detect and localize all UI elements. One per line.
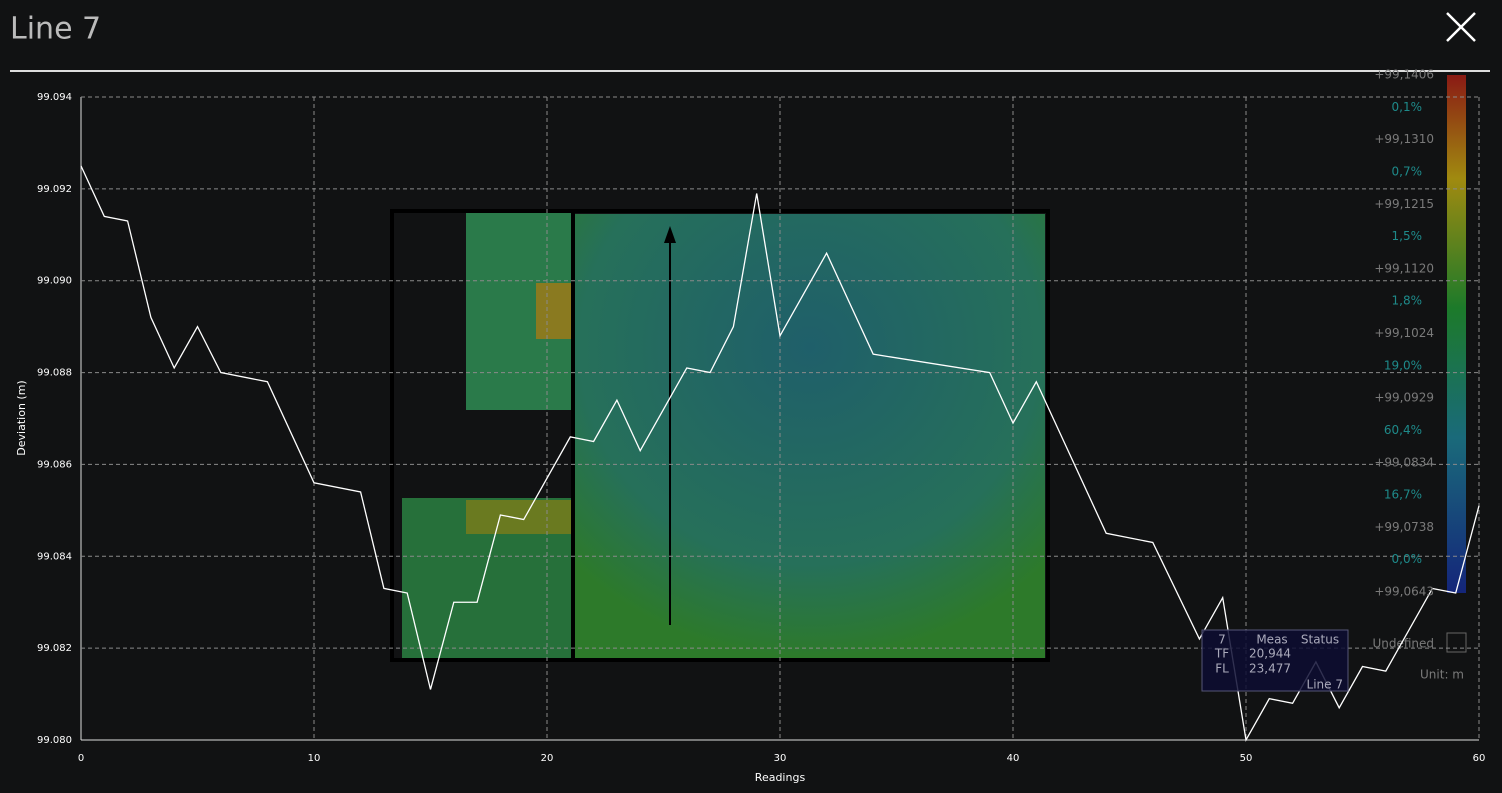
close-button[interactable] bbox=[1446, 12, 1476, 42]
x-tick-label: 50 bbox=[1240, 753, 1253, 764]
heatmap bbox=[390, 209, 1050, 662]
title: Line 7 bbox=[10, 12, 101, 47]
info-box: 7 Meas Status TF 20,944 FL 23,477 Line 7 bbox=[1201, 629, 1349, 692]
scale-level: +99,1215 bbox=[1374, 197, 1434, 211]
info-key: FL bbox=[1215, 662, 1229, 676]
scale-level: +99,0738 bbox=[1374, 520, 1434, 534]
scale-level: +99,1406 bbox=[1374, 68, 1434, 82]
info-id: 7 bbox=[1218, 633, 1226, 647]
scale-percent: 60,4% bbox=[1384, 423, 1422, 437]
y-axis-label: Deviation (m) bbox=[15, 380, 28, 455]
scale-percent: 16,7% bbox=[1384, 488, 1422, 502]
x-axis-label: Readings bbox=[755, 771, 806, 784]
scale-percent: 0,0% bbox=[1392, 552, 1423, 566]
scale-percent: 1,5% bbox=[1392, 229, 1423, 243]
scale-percent: 19,0% bbox=[1384, 358, 1422, 372]
info-value: 20,944 bbox=[1249, 647, 1291, 661]
color-bar bbox=[1447, 75, 1466, 593]
x-tick-label: 0 bbox=[78, 753, 84, 764]
y-tick-label: 99.084 bbox=[37, 551, 72, 562]
scale-percent: 0,7% bbox=[1392, 164, 1423, 178]
y-tick-label: 99.094 bbox=[37, 92, 72, 103]
x-tick-label: 30 bbox=[774, 753, 787, 764]
scale-percent: 1,8% bbox=[1392, 294, 1423, 308]
scale-level: +99,1024 bbox=[1374, 326, 1434, 340]
x-tick-label: 20 bbox=[541, 753, 554, 764]
scale-level: +99,0929 bbox=[1374, 391, 1434, 405]
data-line bbox=[80, 165, 1480, 742]
scale-percent: 0,1% bbox=[1392, 100, 1423, 114]
undefined-label: Undefined bbox=[1372, 637, 1434, 651]
info-footer: Line 7 bbox=[1307, 678, 1343, 692]
info-header: Status bbox=[1301, 633, 1339, 647]
info-value: 23,477 bbox=[1249, 662, 1291, 676]
y-tick-label: 99.092 bbox=[37, 184, 72, 195]
info-header: Meas bbox=[1256, 633, 1287, 647]
x-tick-label: 10 bbox=[308, 753, 321, 764]
info-key: TF bbox=[1214, 647, 1229, 661]
y-tick-label: 99.088 bbox=[37, 368, 72, 379]
unit-label: Unit: m bbox=[1420, 668, 1464, 682]
y-tick-label: 99.080 bbox=[37, 735, 72, 746]
scale-level: +99,1120 bbox=[1374, 261, 1434, 275]
y-tick-label: 99.090 bbox=[37, 276, 72, 287]
x-tick-label: 60 bbox=[1473, 753, 1486, 764]
y-tick-label: 99.086 bbox=[37, 459, 72, 470]
scale-level: +99,1310 bbox=[1374, 132, 1434, 146]
undefined-swatch bbox=[1446, 632, 1467, 653]
x-tick-label: 40 bbox=[1007, 753, 1020, 764]
scale-level: +99,0834 bbox=[1374, 455, 1434, 469]
scale-level: +99,0643 bbox=[1374, 585, 1434, 599]
y-tick-label: 99.082 bbox=[37, 643, 72, 654]
